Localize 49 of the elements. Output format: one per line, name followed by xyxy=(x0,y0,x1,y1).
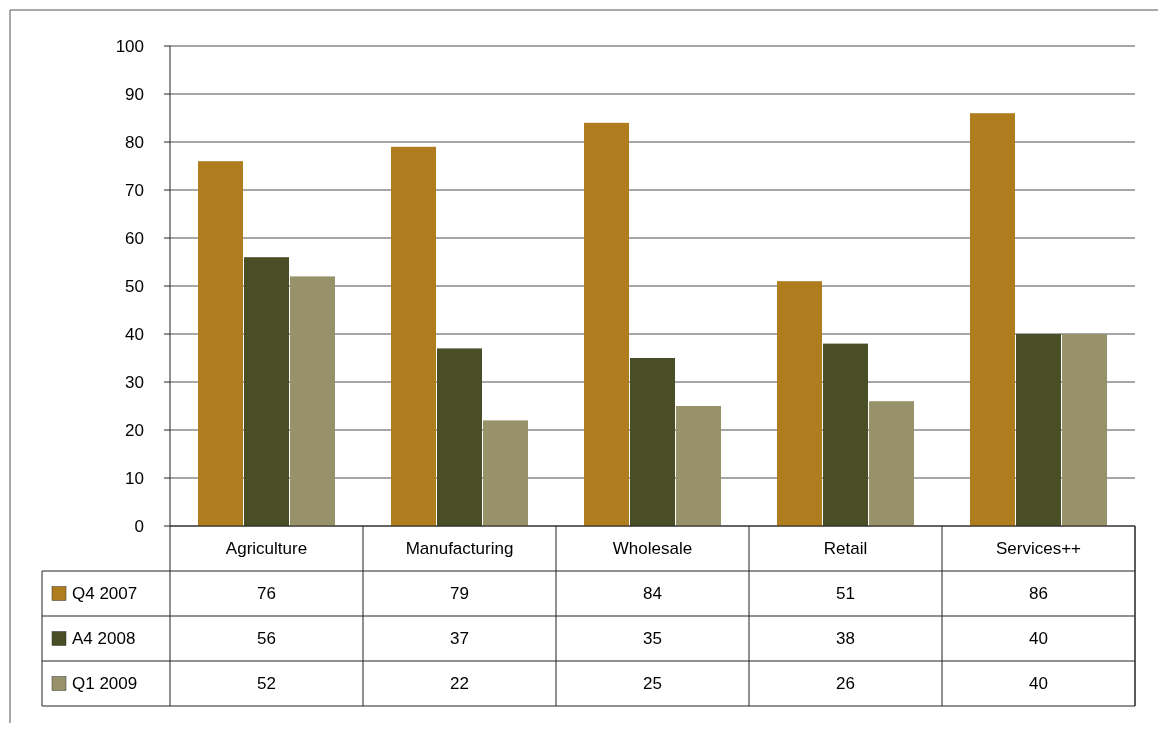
x-tick-label: Manufacturing xyxy=(405,539,514,559)
x-tick-label: Retail xyxy=(823,539,868,559)
y-tick-label: 30 xyxy=(125,372,144,392)
bar xyxy=(391,146,436,526)
bar xyxy=(584,122,629,526)
x-tick-label: Services++ xyxy=(995,539,1082,559)
legend-label: Q4 2007 xyxy=(72,584,138,604)
bar xyxy=(437,348,482,526)
legend-label: Q1 2009 xyxy=(72,674,138,694)
legend-label: A4 2008 xyxy=(72,629,136,649)
data-label: 76 xyxy=(257,584,276,604)
y-tick-label: 100 xyxy=(115,36,144,56)
bar xyxy=(1062,334,1107,526)
data-label: 25 xyxy=(643,674,662,694)
x-tick-label: Wholesale xyxy=(612,539,693,559)
y-tick-label: 20 xyxy=(125,420,144,440)
bar xyxy=(823,343,868,526)
data-label: 56 xyxy=(257,629,276,649)
y-tick-label: 50 xyxy=(125,276,144,296)
data-label: 22 xyxy=(450,674,469,694)
y-tick-label: 40 xyxy=(125,324,144,344)
data-label: 51 xyxy=(836,584,855,604)
bar xyxy=(970,113,1015,526)
y-tick-label: 70 xyxy=(125,180,144,200)
data-label: 35 xyxy=(643,629,662,649)
y-tick-label: 10 xyxy=(125,468,144,488)
data-label: 79 xyxy=(450,584,469,604)
y-tick-label: 90 xyxy=(125,84,144,104)
data-label: 84 xyxy=(643,584,662,604)
bar xyxy=(290,276,335,526)
data-label: 38 xyxy=(836,629,855,649)
data-label: 26 xyxy=(836,674,855,694)
bar xyxy=(777,281,822,526)
bar xyxy=(869,401,914,526)
bar xyxy=(1016,334,1061,526)
bar xyxy=(483,420,528,526)
x-tick-label: Agriculture xyxy=(225,539,308,559)
data-label: 52 xyxy=(257,674,276,694)
bar xyxy=(630,358,675,526)
data-label: 86 xyxy=(1029,584,1048,604)
y-tick-label: 80 xyxy=(125,132,144,152)
data-label: 37 xyxy=(450,629,469,649)
bar xyxy=(198,161,243,526)
y-tick-label: 60 xyxy=(125,228,144,248)
y-tick-label: 0 xyxy=(134,516,144,536)
data-label: 40 xyxy=(1029,674,1048,694)
bar xyxy=(676,406,721,526)
bar xyxy=(244,257,289,526)
data-label: 40 xyxy=(1029,629,1048,649)
